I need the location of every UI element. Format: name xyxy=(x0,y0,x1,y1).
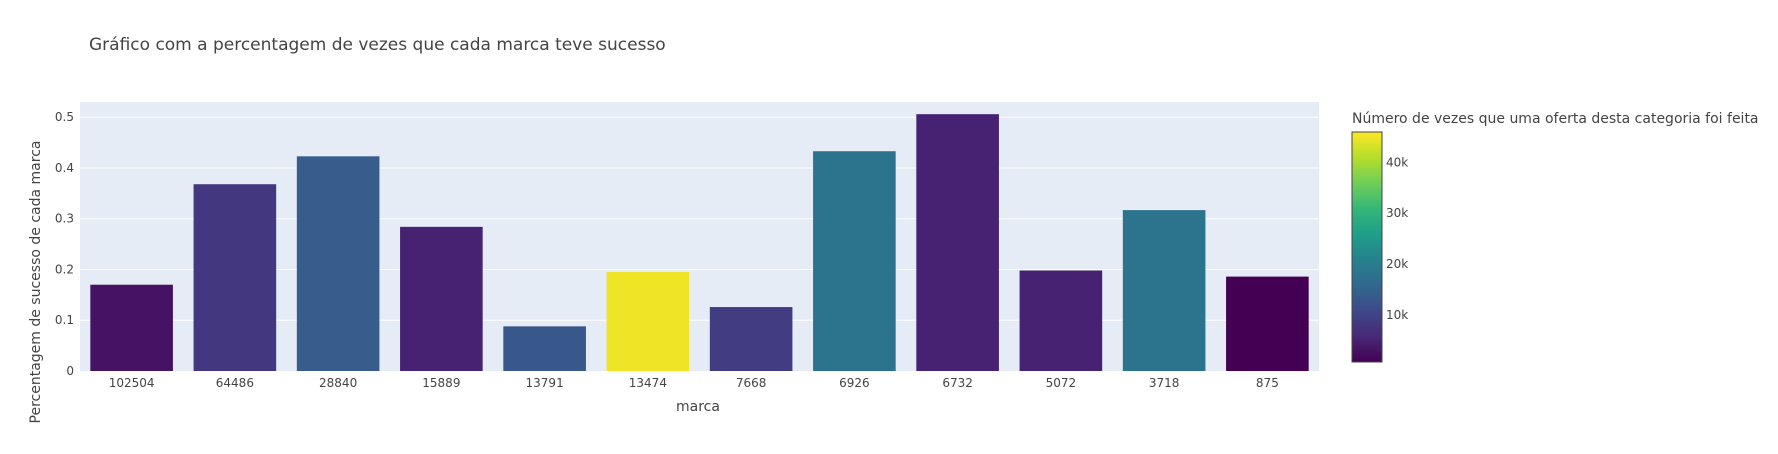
x-tick-label: 6926 xyxy=(839,376,870,390)
y-tick-labels: 0 0.1 0.2 0.3 0.4 0.5 xyxy=(55,110,74,378)
bar xyxy=(503,326,586,371)
x-tick-label: 28840 xyxy=(319,376,357,390)
bar xyxy=(193,184,277,371)
bar xyxy=(1019,270,1103,371)
y-tick-label: 0.5 xyxy=(55,110,74,124)
y-axis-title: Percentagem de sucesso de cada marca xyxy=(28,141,44,424)
plot-area xyxy=(80,102,1319,371)
chart-title: Gráfico com a percentagem de vezes que c… xyxy=(89,35,666,55)
bar xyxy=(916,114,999,372)
colorbar-tick-label: 10k xyxy=(1386,308,1408,322)
grid-lines xyxy=(80,116,1319,321)
x-axis-title: marca xyxy=(676,399,720,415)
bar xyxy=(813,151,896,371)
colorbar-title: Número de vezes que uma oferta desta cat… xyxy=(1352,111,1759,127)
y-tick-label: 0.4 xyxy=(55,161,74,175)
bar xyxy=(90,284,173,371)
y-tick-label: 0.2 xyxy=(55,262,74,276)
x-tick-label: 3718 xyxy=(1149,376,1180,390)
colorbar-tick-labels: 10k 20k 30k 40k xyxy=(1386,155,1408,321)
x-tick-label: 15889 xyxy=(422,376,460,390)
x-tick-label: 64486 xyxy=(216,376,254,390)
x-tick-label: 13791 xyxy=(526,376,564,390)
y-tick-label: 0.3 xyxy=(55,212,74,226)
x-tick-label: 102504 xyxy=(109,376,155,390)
bar xyxy=(709,307,793,371)
y-tick-label: 0.1 xyxy=(55,313,74,327)
colorbar-tick-label: 20k xyxy=(1386,257,1408,271)
y-tick-label: 0 xyxy=(66,364,74,378)
colorbar-tick-label: 40k xyxy=(1386,155,1408,169)
bar xyxy=(400,226,483,371)
colorbar-tick-label: 30k xyxy=(1386,206,1408,220)
bar xyxy=(1122,210,1206,371)
x-tick-label: 875 xyxy=(1256,376,1279,390)
x-tick-label: 13474 xyxy=(629,376,667,390)
bars xyxy=(90,114,1309,372)
bar xyxy=(606,272,690,371)
x-tick-labels: 102504 64486 28840 15889 13791 13474 7668 6926 6… xyxy=(109,376,1279,390)
x-tick-label: 6732 xyxy=(942,376,973,390)
colorbar xyxy=(1351,131,1383,363)
x-tick-label: 5072 xyxy=(1046,376,1077,390)
bar xyxy=(296,156,380,371)
x-tick-label: 7668 xyxy=(736,376,767,390)
bar xyxy=(1226,276,1309,371)
